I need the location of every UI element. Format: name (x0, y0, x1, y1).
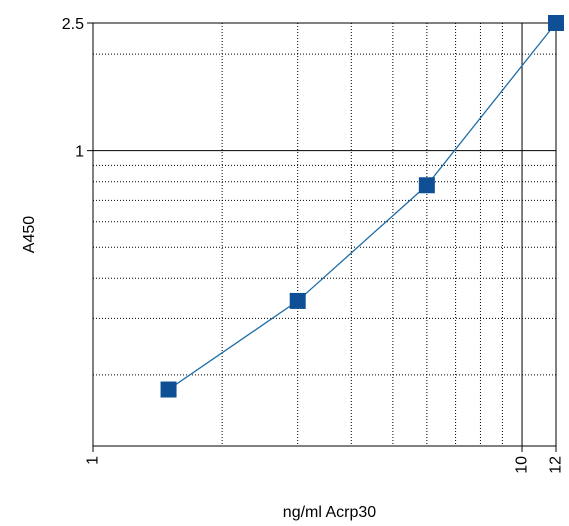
data-point (418, 177, 435, 194)
data-point (160, 381, 177, 398)
tick-labels: 1 2.5 1 10 12 (62, 16, 565, 474)
x-tick-label: 1 (85, 456, 102, 465)
series-line (168, 22, 557, 391)
y-axis-title: A450 (21, 216, 38, 253)
data-point (289, 292, 306, 309)
data-point (548, 15, 564, 31)
x-tick-label: 12 (548, 456, 565, 474)
x-axis-title: ng/ml Acrp30 (283, 504, 376, 521)
series-layer (160, 15, 564, 398)
plot-frame (92, 22, 557, 447)
x-tick-label: 10 (514, 456, 531, 474)
y-tick-label: 1 (75, 144, 84, 161)
y-tick-label: 2.5 (62, 16, 84, 33)
